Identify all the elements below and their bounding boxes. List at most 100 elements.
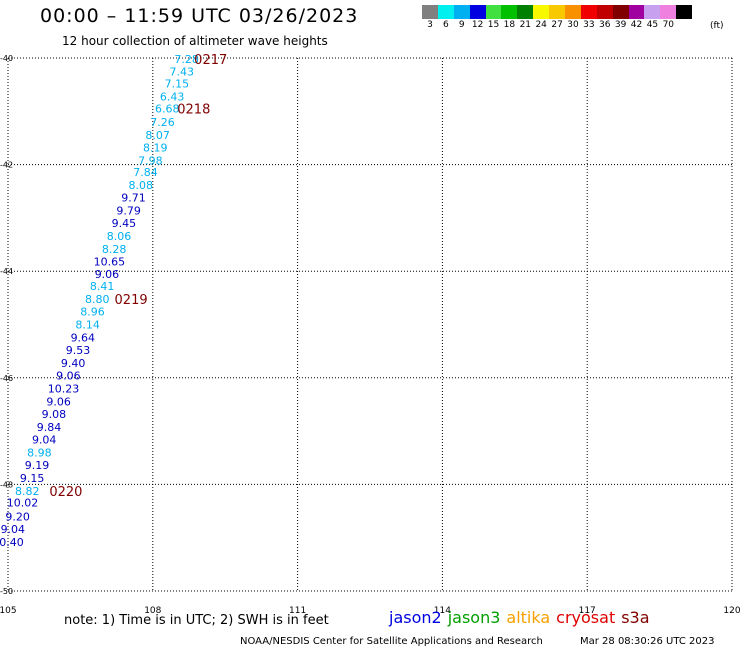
wave-height-label: 9.06	[95, 268, 120, 281]
wave-height-label: 7.28	[174, 53, 199, 66]
footer-note: note: 1) Time is in UTC; 2) SWH is in fe…	[64, 613, 329, 628]
legend-swatch	[437, 5, 454, 19]
credit-text: NOAA/NESDIS Center for Satellite Applica…	[240, 636, 543, 647]
wave-height-label: 8.41	[90, 280, 115, 293]
y-tick-label: -48	[0, 480, 13, 489]
legend-swatch	[580, 5, 597, 19]
time-labels: 0217 0218 0219 0220	[49, 53, 227, 500]
wave-height-label: 7.15	[165, 78, 190, 91]
wave-height-label: 7.26	[150, 116, 175, 129]
wave-height-label: 7.84	[133, 166, 158, 179]
satellite-legend: jason2 jason3 altika cryosat s3a	[389, 608, 656, 627]
wave-height-label: 10.40	[0, 536, 24, 549]
y-tick-label: -46	[0, 374, 13, 383]
legend-swatch-label: 18	[503, 20, 516, 30]
wave-height-label: 8.07	[145, 129, 170, 142]
chart-title: 00:00 – 11:59 UTC 03/26/2023	[40, 5, 359, 27]
x-tick-label: 117	[579, 606, 596, 616]
legend-swatch-label: 39	[614, 20, 627, 30]
wave-height-label: 9.79	[116, 204, 141, 217]
axis-ticks: 105 108 111 114 117 120 -40 -42 -44 -46 -48 -50	[0, 54, 740, 616]
wave-height-label: 7.98	[138, 154, 163, 167]
wave-height-label: 9.19	[25, 459, 50, 472]
wave-height-label: 6.68	[155, 103, 180, 116]
wave-height-label: 8.96	[80, 306, 105, 319]
y-tick-label: -42	[0, 161, 13, 170]
legend-swatch-label: 70	[662, 20, 675, 30]
time-label: 0220	[49, 485, 82, 500]
legend-swatch-label: 9	[458, 20, 465, 30]
y-tick-label: -40	[0, 54, 13, 63]
legend-swatch-label: 24	[535, 20, 547, 30]
y-tick-label: -44	[0, 267, 13, 276]
legend-swatch-label: 21	[519, 20, 532, 30]
legend-swatch	[644, 5, 661, 19]
x-tick-label: 105	[0, 606, 17, 616]
wave-height-label: 7.43	[170, 65, 195, 78]
legend-swatch	[596, 5, 613, 19]
x-tick-label: 111	[289, 606, 306, 616]
wave-height-label: 9.15	[20, 472, 45, 485]
legend-swatch	[517, 5, 534, 19]
legend-swatch-label: 42	[630, 20, 643, 30]
wave-height-label: 9.84	[37, 421, 62, 434]
legend-swatch	[453, 5, 470, 19]
legend-swatch-label: 6	[442, 20, 449, 30]
legend-swatch	[469, 5, 486, 19]
legend-label-row: 3 6 9 12 15 18 21 24 27 30 33 36 39 42 45 70	[422, 19, 692, 31]
wave-height-label: 8.82	[15, 485, 40, 498]
wave-height-label: 9.08	[42, 408, 67, 421]
wave-height-label: 8.06	[107, 230, 132, 243]
wave-height-label: 10.65	[94, 256, 126, 269]
wave-height-label: 9.40	[61, 357, 86, 370]
legend-swatch	[660, 5, 677, 19]
legend-swatch	[533, 5, 550, 19]
legend-swatch	[612, 5, 629, 19]
legend-swatch	[485, 5, 502, 19]
legend-swatch-label: 36	[599, 20, 611, 30]
time-label: 0217	[194, 53, 227, 68]
wave-height-label: 8.28	[102, 243, 127, 256]
wave-height-label: 9.64	[71, 331, 96, 344]
wave-height-label: 10.02	[7, 497, 39, 510]
wave-height-label: 10.23	[48, 382, 80, 395]
wave-height-label: 8.80	[85, 293, 110, 306]
legend-swatch	[565, 5, 581, 19]
legend-swatch-label: 12	[471, 20, 484, 30]
legend-swatch-label: 33	[583, 20, 595, 30]
wave-height-label: 9.06	[46, 395, 71, 408]
x-tick-label: 108	[144, 606, 161, 616]
wave-height-label: 9.53	[66, 344, 91, 357]
wave-height-label: 8.08	[128, 179, 153, 192]
wave-height-label: 9.06	[56, 370, 81, 383]
wave-height-label: 9.20	[5, 510, 30, 523]
wave-height-label: 8.98	[27, 446, 52, 459]
wave-height-label: 9.04	[32, 434, 57, 447]
satellite-name: altika	[506, 608, 551, 627]
x-tick-label: 120	[723, 606, 740, 616]
satellite-name: jason3	[447, 608, 501, 627]
legend-swatch	[628, 5, 645, 19]
generated-timestamp: Mar 28 08:30:26 UTC 2023	[580, 636, 715, 647]
wave-height-label: 9.04	[1, 523, 26, 536]
x-tick-label: 114	[434, 606, 451, 616]
legend-swatch-label: 45	[646, 20, 659, 30]
data-labels: 7.287.437.156.436.687.268.078.197.987.84…	[0, 53, 199, 549]
wave-height-label: 9.45	[112, 217, 137, 230]
legend-swatch-row	[422, 5, 693, 19]
wave-height-label: 9.71	[121, 192, 146, 205]
wave-height-label: 8.14	[75, 319, 100, 332]
satellite-name: s3a	[621, 608, 650, 627]
wave-height-label: 6.43	[160, 90, 185, 103]
color-legend: 3 6 9 12 15 18 21 24 27 30 33 36 39 42 45 70	[422, 5, 693, 31]
time-label: 0219	[115, 293, 148, 308]
chart-subtitle: 12 hour collection of altimeter wave hei…	[62, 34, 328, 48]
legend-unit: (ft)	[710, 21, 724, 31]
legend-swatch	[422, 5, 438, 19]
legend-swatch-label: 27	[551, 20, 563, 30]
time-label: 0218	[177, 103, 210, 118]
grid-lines	[7, 57, 733, 592]
legend-swatch-label: 30	[567, 20, 579, 30]
legend-swatch	[549, 5, 566, 19]
